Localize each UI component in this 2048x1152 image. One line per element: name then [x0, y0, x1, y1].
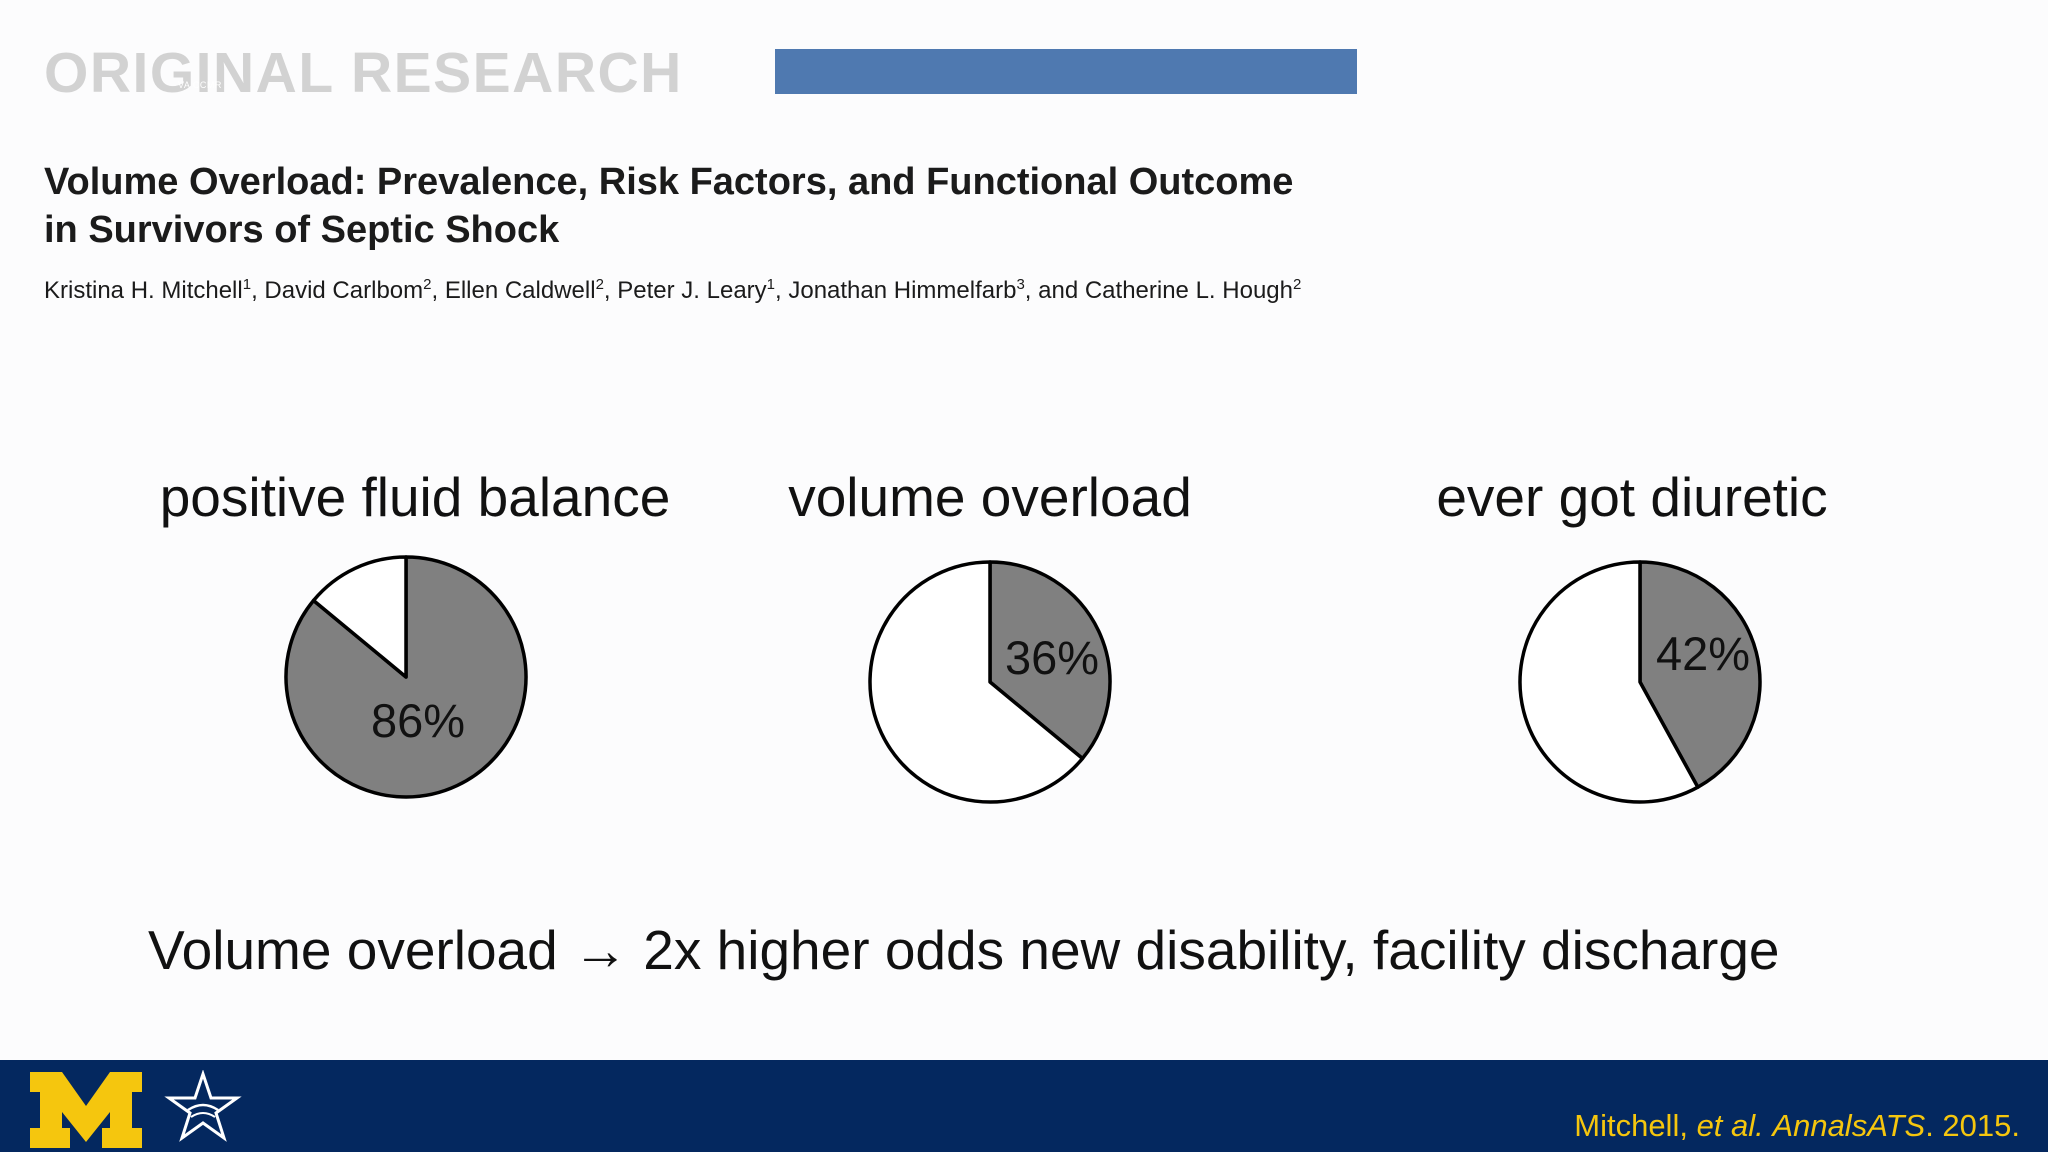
takeaway-text: Volume overload → 2x higher odds new dis…: [148, 915, 1780, 985]
takeaway-right: 2x higher odds new disability, facility …: [643, 919, 1780, 981]
pie-2-data-label: 36%: [1005, 631, 1099, 684]
takeaway-left: Volume overload: [148, 919, 558, 981]
section-label: ORIGINAL RESEARCH: [44, 41, 683, 105]
pie-3-slice-2: [1518, 560, 1700, 804]
author: Ellen Caldwell2,: [444, 276, 618, 304]
pie-chart-3: 42%: [1518, 560, 1762, 804]
citation: Mitchell, et al. AnnalsATS. 2015.: [1574, 1108, 2020, 1143]
author: Peter J. Leary1,: [617, 276, 789, 304]
star-logo-text: VA CCMR: [178, 80, 222, 90]
pie-3-slice-1: [1638, 560, 1762, 789]
paper-title: Volume Overload: Prevalence, Risk Factor…: [44, 158, 1384, 254]
footer-bar: [0, 1060, 2048, 1152]
arrow-icon: →: [573, 919, 628, 981]
author: Jonathan Himmelfarb3, and: [788, 276, 1085, 304]
author: Kristina H. Mitchell1,: [44, 276, 265, 304]
author-list: Kristina H. Mitchell1, David Carlbom2, E…: [44, 268, 1404, 308]
section-label-bar: [775, 49, 1357, 94]
pie-2-slice-1: [988, 560, 1112, 761]
author: David Carlbom2,: [264, 276, 445, 304]
pie-chart-2: 36%: [868, 560, 1112, 804]
pie-1-slice-2: [311, 555, 408, 679]
star-logo-icon: [164, 1070, 242, 1142]
pie-2-slice-2: [868, 560, 1085, 804]
pie-1-data-label: 86%: [371, 694, 465, 747]
pie-3-data-label: 42%: [1656, 627, 1750, 680]
pie-chart-1: 86%: [284, 555, 528, 799]
block-m-logo-icon: [30, 1072, 142, 1148]
paper-title-line-2: in Survivors of Septic Shock: [44, 209, 560, 251]
pie-1-title: positive fluid balance: [159, 466, 671, 528]
pie-3-title: ever got diuretic: [1436, 466, 1828, 528]
paper-title-line-1: Volume Overload: Prevalence, Risk Factor…: [44, 161, 1294, 203]
pie-2-title: volume overload: [788, 466, 1192, 528]
author: Catherine L. Hough2: [1084, 276, 1302, 304]
